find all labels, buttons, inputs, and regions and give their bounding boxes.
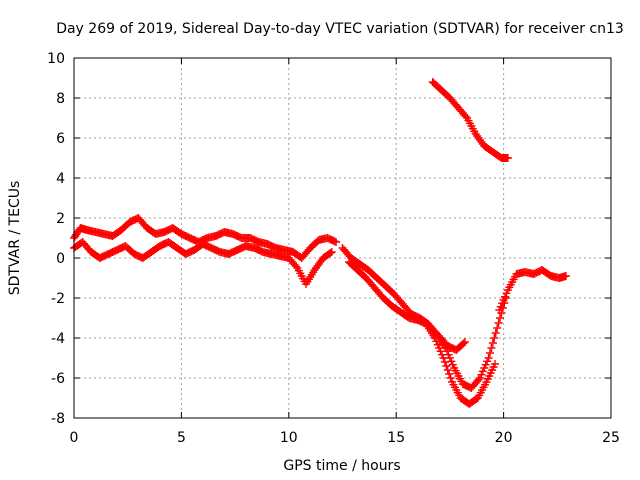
data-point [446,374,455,382]
series-arc-6 [495,266,570,314]
data-point [493,324,502,332]
data-point [474,375,483,384]
data-point [291,262,300,271]
data-point [440,358,449,366]
x-axis-label: GPS time / hours [283,458,400,474]
data-point [326,249,335,257]
data-point [332,238,341,246]
data-point [459,339,468,348]
data-point [496,314,505,322]
data-point [439,354,448,362]
y-tick-label: 4 [56,171,65,187]
y-axis-label: SDTVAR / TECUs [7,181,23,296]
data-marks [70,78,570,408]
y-tick-label: -6 [51,371,65,387]
series-arc-5 [435,332,469,354]
y-tick-label: 8 [56,91,65,107]
chart-title: Day 269 of 2019, Sidereal Day-to-day VTE… [56,21,624,37]
data-point [443,366,452,374]
y-tick-label: 2 [56,211,65,227]
y-tick-label: -4 [51,331,65,347]
y-tick-label: 6 [56,131,65,147]
plot-frame [73,57,612,419]
data-point [485,349,494,357]
data-point [491,329,500,337]
data-point [461,112,470,121]
y-tick-label: 0 [56,251,65,267]
series-arc-4 [344,258,500,408]
data-point [484,354,493,362]
data-point [503,154,512,162]
series-arc-1 [70,214,341,262]
x-tick-label: 0 [70,430,79,446]
grid-layer [74,58,611,418]
x-tick-label: 25 [602,430,620,446]
data-point [445,370,454,378]
y-tick-label: 10 [47,51,65,67]
data-point [460,338,469,346]
data-point [442,362,451,370]
x-tick-label: 10 [280,430,298,446]
data-point [561,272,570,280]
data-point [494,319,503,327]
data-point [488,339,497,347]
x-tick-label: 20 [495,430,513,446]
y-tick-label: -8 [51,411,65,427]
y-tick-label: -2 [51,291,65,307]
series-arc-2 [70,238,336,288]
series-arc-3 [338,244,510,392]
series-arc-7 [428,78,512,162]
data-point [491,360,500,368]
tick-layer: 0 5 10 15 20 25 -8 -6 -4 -2 0 2 4 6 8 10 [47,51,620,446]
data-point [327,248,336,256]
data-point [490,334,499,342]
data-point [487,344,496,352]
x-tick-label: 15 [387,430,405,446]
x-tick-label: 5 [177,430,186,446]
